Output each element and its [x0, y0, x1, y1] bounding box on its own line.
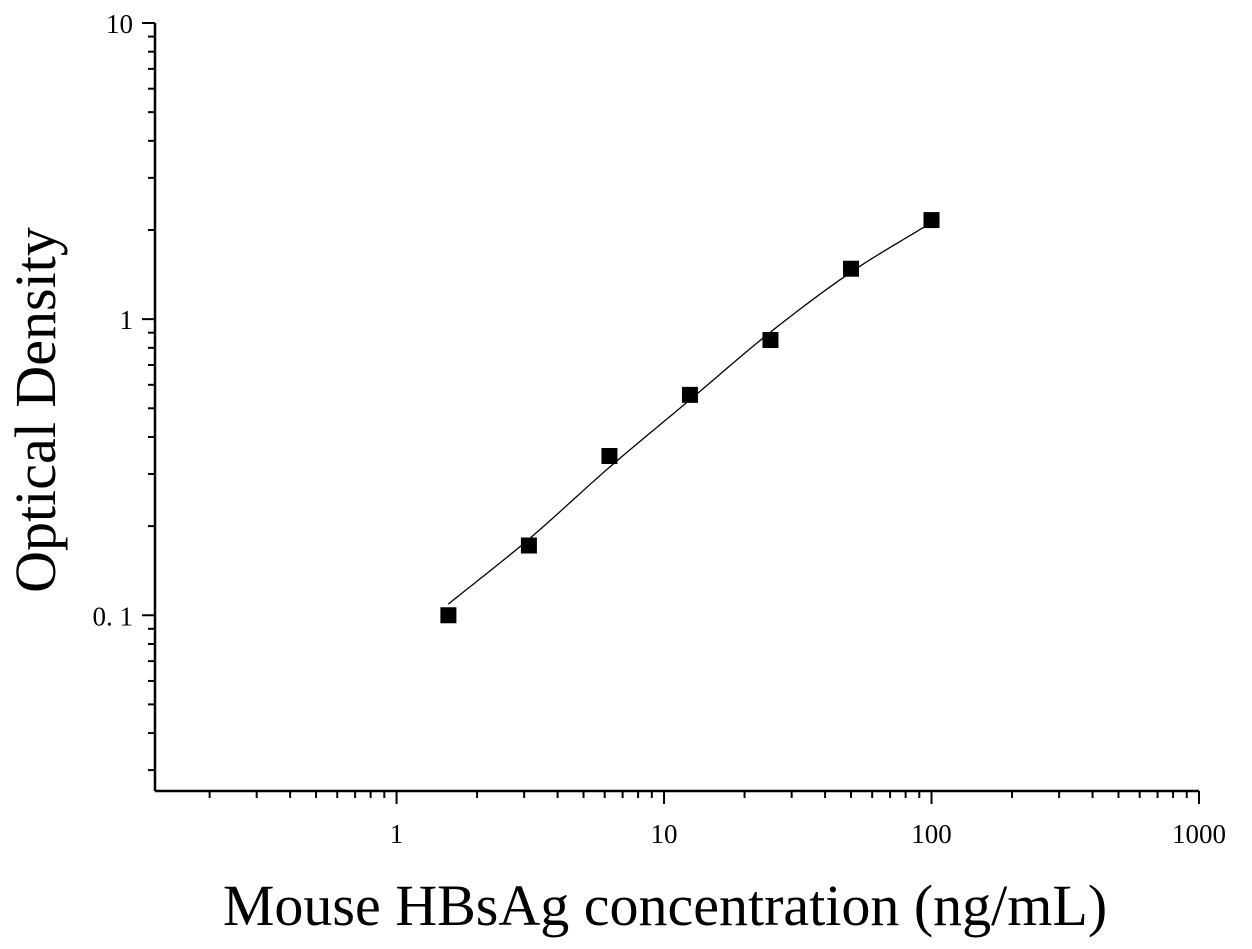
x-ticks: 1 10 100 1000	[208, 791, 1226, 849]
data-point	[843, 260, 859, 277]
x-tick-label: 10	[651, 819, 678, 849]
y-axis-title: Optical Density	[3, 227, 68, 593]
x-tick-label: 1	[390, 819, 404, 849]
data-point	[762, 332, 779, 349]
data-point	[440, 607, 457, 624]
data-points-layer	[440, 212, 940, 624]
y-tick-label: 10	[106, 9, 133, 39]
x-tick-label: 100	[911, 819, 952, 849]
y-tick-label: 0. 1	[93, 601, 134, 631]
axes: 1 10 100 1000 0. 1 1 10	[93, 9, 1227, 849]
y-ticks: 0. 1 1 10	[93, 9, 155, 772]
fit-curve-layer	[447, 221, 932, 605]
x-tick-label: 1000	[1172, 819, 1226, 849]
data-point	[923, 212, 940, 229]
x-axis-title: Mouse HBsAg concentration (ng/mL)	[223, 873, 1107, 938]
data-point	[681, 386, 698, 403]
data-point	[520, 537, 537, 554]
data-point	[601, 447, 618, 464]
y-tick-label: 1	[120, 305, 134, 335]
fit-curve-line	[447, 221, 932, 605]
